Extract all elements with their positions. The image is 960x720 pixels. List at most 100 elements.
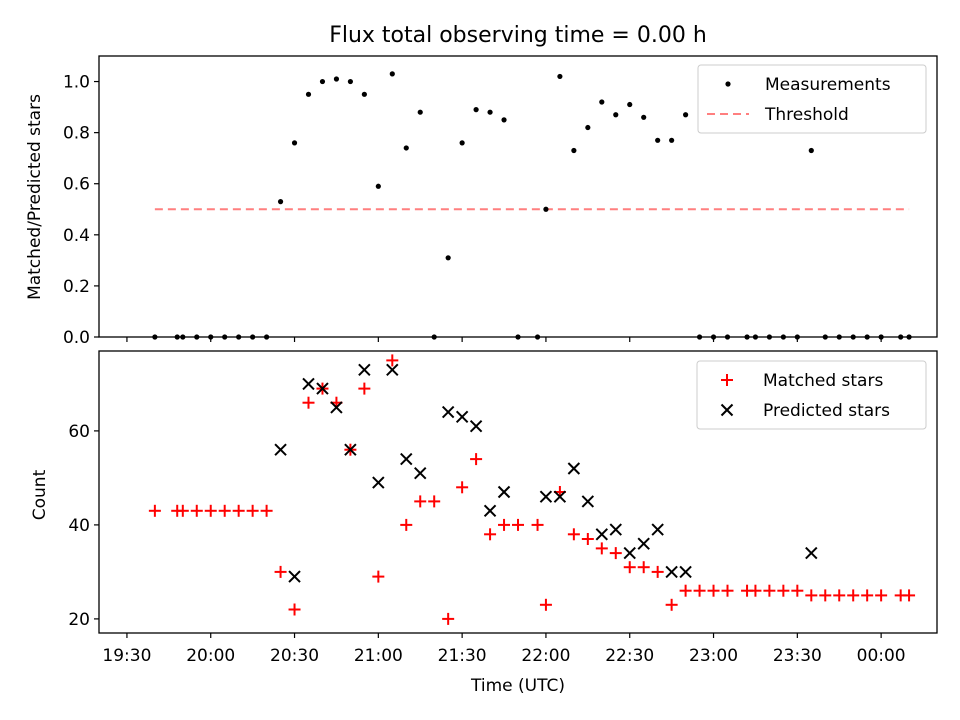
matched-star-point (190, 504, 203, 517)
predicted-star-point (316, 382, 329, 395)
matched-star-point (777, 584, 790, 597)
predicted-star-point (497, 485, 511, 499)
matched-star-point (274, 565, 287, 578)
measurement-point (389, 71, 395, 77)
matched-star-point (442, 612, 455, 625)
matched-star-point (414, 495, 427, 508)
predicted-star-point (805, 546, 818, 560)
matched-star-point (875, 589, 888, 602)
x-tick-label: 22:00 (521, 646, 570, 666)
predicted-star-point (358, 363, 371, 377)
x-tick-label: 20:30 (270, 646, 319, 666)
top-legend: Measurements Threshold (697, 64, 927, 134)
matched-star-point (665, 598, 678, 611)
chart-title: Flux total observing time = 0.00 h (329, 23, 707, 48)
matched-star-point (176, 504, 189, 517)
predicted-star-point (274, 443, 287, 456)
measurement-point (375, 183, 381, 189)
matched-star-point (456, 481, 469, 494)
matched-star-point (204, 504, 217, 517)
matched-star-point (749, 584, 762, 597)
legend-predicted-marker (720, 403, 734, 417)
top-y-tick-label: 0.6 (63, 175, 90, 195)
bottom-legend-box (696, 360, 927, 430)
predicted-star-point (665, 565, 678, 579)
predicted-star-point (330, 401, 343, 414)
matched-star-point (148, 504, 161, 517)
predicted-star-point (386, 363, 399, 377)
matched-star-point (428, 495, 441, 508)
matched-star-point (260, 504, 273, 517)
matched-star-point (302, 396, 315, 409)
predicted-star-point (344, 443, 357, 456)
measurement-point (557, 73, 563, 80)
matched-star-point (623, 561, 636, 574)
bottom-y-axis-label: Count (30, 469, 50, 520)
matched-star-point (651, 565, 664, 578)
measurement-point (459, 140, 465, 146)
top-plot-frame (98, 55, 938, 338)
predicted-star-point (623, 546, 636, 560)
measurement-point (473, 107, 479, 113)
matched-star-point (707, 584, 720, 597)
predicted-star-point (372, 476, 385, 489)
predicted-star-point (455, 410, 469, 424)
matched-star-point (246, 504, 259, 517)
measurement-point (571, 147, 577, 154)
predicted-star-point (288, 570, 301, 583)
measurement-point (543, 206, 549, 212)
matched-star-point (805, 589, 818, 602)
matched-star-point (470, 453, 483, 466)
x-tick-label: 23:30 (773, 646, 822, 666)
matched-star-point (637, 561, 650, 574)
bottom-y-tick-label: 60 (68, 422, 90, 442)
measurement-point (669, 137, 675, 143)
bottom-panel: 20 40 60 19:30 20:00 20:30 21:00 21:30 22:00 22:3… (68, 350, 938, 666)
x-tick-label: 23:00 (689, 646, 738, 666)
x-tick-label: 20:00 (186, 646, 235, 666)
x-tick-label: 21:30 (438, 646, 487, 666)
legend-measurements-marker (725, 81, 731, 87)
predicted-star-point (609, 523, 622, 536)
predicted-star-point (414, 466, 427, 480)
legend-matched-label: Matched stars (763, 371, 883, 391)
predicted-star-point (567, 462, 581, 475)
matched-star-point (232, 504, 245, 517)
bottom-y-tick-label: 40 (68, 516, 90, 536)
measurement-point (627, 101, 633, 108)
predicted-star-point (483, 504, 497, 518)
measurement-point (641, 114, 647, 120)
matched-star-point (693, 584, 706, 597)
measurement-point (585, 124, 591, 131)
measurement-point (319, 78, 326, 85)
predicted-star-point (553, 490, 567, 503)
predicted-star-point (651, 523, 664, 536)
measurement-point (808, 147, 814, 154)
predicted-star-point (581, 495, 595, 508)
predicted-star-point (679, 565, 692, 579)
top-panel: 0.0 0.2 0.4 0.6 0.8 1.0 Measurements Threshold (63, 55, 938, 348)
matched-star-point (763, 584, 776, 597)
legend-matched-marker (721, 374, 733, 386)
legend-threshold-label: Threshold (764, 105, 849, 125)
bottom-y-tick-label: 20 (68, 610, 90, 630)
matched-star-point (288, 603, 301, 616)
top-y-tick-label: 1.0 (63, 73, 90, 93)
measurement-point (683, 112, 689, 118)
matched-star-point (400, 518, 413, 531)
legend-measurements-label: Measurements (765, 75, 891, 95)
matched-star-point (386, 354, 399, 367)
matched-star-point (531, 518, 544, 531)
measurement-point (487, 109, 493, 115)
x-tick-label: 00:00 (857, 646, 906, 666)
measurement-point (501, 117, 507, 123)
matched-star-point (581, 533, 594, 545)
x-tick-label: 21:00 (354, 646, 403, 666)
matched-star-point (903, 589, 916, 602)
matched-star-point (679, 584, 692, 597)
bottom-plot-frame (98, 350, 938, 634)
x-axis-label: Time (UTC) (470, 676, 565, 696)
top-y-tick-label: 0.0 (63, 328, 90, 348)
matched-star-point (819, 589, 832, 602)
